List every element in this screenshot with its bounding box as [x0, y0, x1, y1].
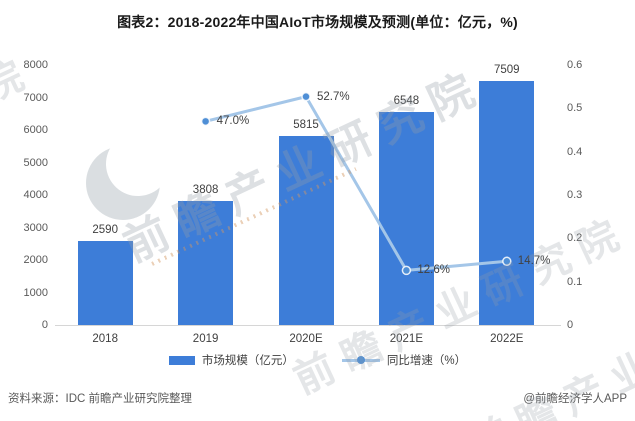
x-axis-line: [55, 325, 561, 326]
x-axis-label-2020E: 2020E: [289, 333, 323, 345]
left-axis-tick: 2000: [23, 254, 48, 266]
bar-value-label: 7509: [494, 63, 520, 76]
bar-series-swatch: [168, 355, 195, 365]
line-point-2020E: [301, 91, 311, 102]
right-axis-tick: 0.4: [567, 145, 583, 158]
line-point-label: 14.7%: [517, 255, 551, 268]
x-axis-label-2022E: 2022E: [490, 333, 524, 345]
source-note: 资料来源：IDC 前瞻产业研究院整理: [8, 393, 192, 405]
bar-value-label: 5815: [293, 119, 319, 131]
bar-value-label: 2590: [92, 223, 118, 236]
line-point-label: 52.7%: [317, 90, 350, 103]
bar-2021E: [378, 112, 434, 325]
bar-value-label: 6548: [393, 95, 420, 108]
credit-note: @前瞻经济学人APP: [523, 393, 627, 405]
bar-2022E: [479, 80, 535, 325]
right-axis-tick: 0: [567, 319, 574, 331]
right-axis-tick: 0.6: [567, 59, 583, 71]
right-axis-tick: 0.2: [567, 232, 583, 245]
legend-label-growth-rate: 同比增速（%）: [386, 355, 467, 367]
bar-2018: [77, 240, 133, 325]
bar-value-label: 3808: [192, 184, 219, 197]
legend-item-market-size: 市场规模（亿元）: [168, 352, 294, 368]
left-axis-tick: 5000: [23, 156, 48, 169]
line-point-2019: [200, 116, 211, 127]
right-axis-tick: 0.5: [567, 102, 583, 115]
bar-2019: [178, 201, 234, 325]
legend-item-growth-rate: 同比增速（%）: [341, 352, 467, 368]
chart-title: 图表2：2018-2022年中国AIoT市场规模及预测(单位：亿元，%): [117, 14, 518, 30]
x-axis-label-2019: 2019: [192, 333, 219, 345]
left-axis-tick: 8000: [23, 59, 48, 71]
left-axis-tick: 3000: [23, 221, 48, 234]
left-axis-tick: 1000: [23, 286, 48, 299]
legend-label-market-size: 市场规模（亿元）: [201, 355, 294, 367]
right-axis-tick: 0.1: [567, 275, 583, 288]
right-axis-tick: 0.3: [567, 189, 583, 201]
legend: 市场规模（亿元） 同比增速（%）: [0, 352, 635, 368]
x-axis-label-2021E: 2021E: [389, 333, 424, 345]
left-axis-tick: 6000: [23, 124, 48, 136]
left-axis-tick: 0: [41, 319, 48, 331]
left-axis-tick: 7000: [23, 91, 48, 104]
line-point-label: 47.0%: [216, 115, 250, 128]
left-axis-tick: 4000: [23, 189, 48, 201]
line-series-swatch: [341, 356, 380, 364]
bar-2020E: [278, 136, 334, 325]
line-point-label: 12.6%: [417, 264, 450, 277]
line-marker-swatch: [356, 356, 365, 364]
x-axis-label-2018: 2018: [92, 333, 118, 345]
